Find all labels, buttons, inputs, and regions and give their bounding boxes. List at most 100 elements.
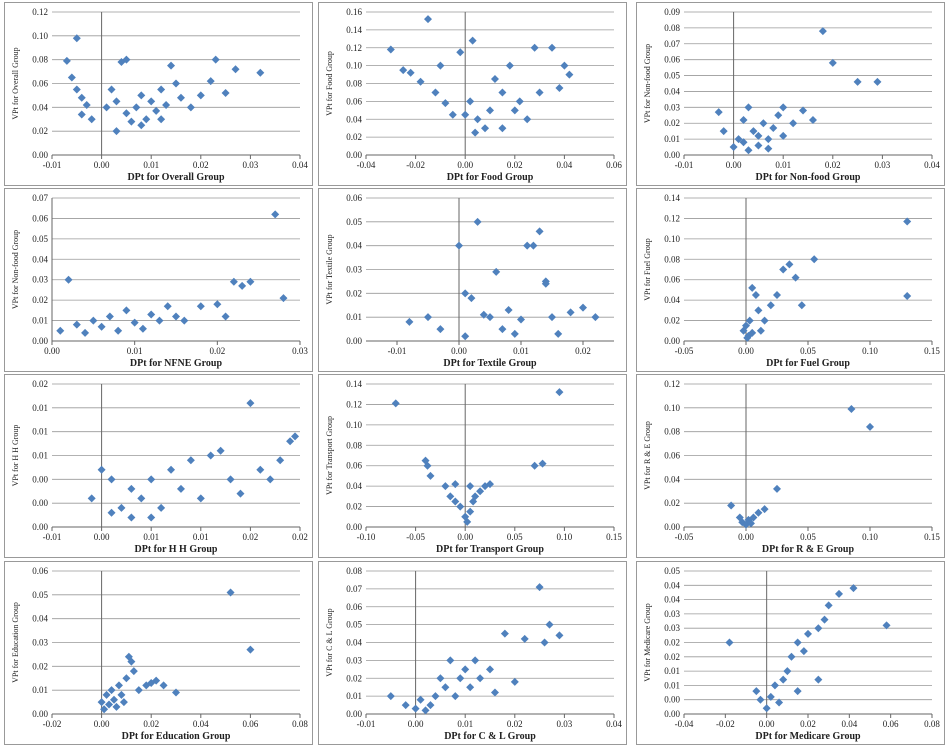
y-tick-label: 0.02 — [664, 316, 680, 326]
panel-frame — [4, 374, 313, 558]
y-tick-label: 0.02 — [664, 118, 680, 128]
chart-panel: 0.000.010.020.030.040.050.06-0.02 0.00 0.0… — [4, 561, 313, 745]
y-tick-label: 0.05 — [346, 620, 362, 630]
y-tick-label: 0.01 — [32, 427, 48, 437]
point — [814, 624, 823, 633]
point — [129, 667, 138, 676]
y-tick-label: 0.00 — [32, 474, 48, 484]
point — [213, 300, 222, 309]
point — [421, 706, 430, 715]
point — [72, 34, 81, 43]
point — [246, 645, 255, 654]
point — [186, 456, 195, 465]
point — [775, 698, 784, 707]
point — [456, 502, 465, 511]
y-axis-label: VPt for Transport Group — [325, 416, 334, 495]
point — [386, 45, 395, 54]
point — [579, 303, 587, 312]
x-tick-label: -0.05 — [406, 532, 425, 542]
point — [119, 698, 128, 707]
point — [882, 621, 891, 630]
y-tick-label: 0.08 — [664, 23, 680, 33]
y-tick-label: 0.03 — [346, 655, 362, 665]
point — [486, 665, 494, 674]
y-tick-label: 0.04 — [346, 638, 362, 648]
y-tick-label: 0.00 — [32, 498, 48, 508]
point — [127, 117, 136, 126]
point — [216, 446, 225, 455]
point — [529, 241, 538, 250]
point — [405, 317, 414, 326]
y-tick-label: 0.07 — [346, 584, 362, 594]
y-tick-label: 0.05 — [664, 566, 680, 576]
point — [903, 292, 912, 301]
point — [122, 109, 131, 118]
point — [760, 316, 769, 325]
y-tick-label: 0.04 — [664, 580, 680, 590]
point — [490, 75, 499, 84]
y-tick-label: 0.01 — [32, 316, 48, 326]
x-axis-label: DPt for Medicare Group — [755, 731, 861, 742]
y-tick-label: 0.06 — [346, 96, 362, 106]
y-tick-label: 0.00 — [346, 522, 362, 532]
y-tick-label: 0.16 — [346, 7, 362, 17]
point — [748, 283, 757, 292]
point — [206, 451, 215, 460]
x-tick-label: 0.15 — [924, 346, 940, 356]
point — [147, 513, 156, 522]
point — [749, 513, 758, 522]
x-tick-label: 0.01 — [513, 346, 529, 356]
point — [147, 310, 156, 319]
x-tick-label: 0.02 — [800, 719, 816, 729]
point — [117, 690, 126, 699]
point — [176, 93, 185, 102]
panel-frame — [636, 374, 945, 558]
point — [734, 135, 743, 144]
y-tick-label: 0.04 — [664, 295, 680, 305]
y-tick-label: 0.02 — [32, 295, 48, 305]
point — [122, 55, 131, 64]
point — [523, 115, 532, 124]
point — [221, 89, 230, 98]
point — [97, 698, 106, 707]
point — [159, 681, 168, 690]
point — [756, 695, 765, 704]
point — [157, 115, 166, 124]
point — [873, 77, 882, 86]
x-tick-label: 0.04 — [606, 719, 622, 729]
point — [221, 312, 230, 321]
point — [211, 55, 220, 64]
point — [814, 675, 823, 684]
point — [127, 657, 136, 666]
point — [246, 399, 255, 408]
y-tick-label: 0.00 — [664, 522, 680, 532]
point — [797, 301, 806, 310]
point — [406, 68, 415, 77]
point — [498, 325, 507, 334]
point — [591, 313, 600, 322]
point — [64, 275, 73, 284]
x-tick-label: 0.04 — [557, 160, 573, 170]
point — [231, 65, 240, 74]
point — [122, 674, 131, 683]
point — [456, 674, 465, 683]
y-tick-label: 0.06 — [664, 55, 680, 65]
point — [196, 91, 205, 100]
point — [481, 124, 490, 133]
x-tick-label: -0.01 — [357, 719, 376, 729]
point — [461, 332, 470, 341]
point — [810, 255, 819, 264]
y-tick-label: 0.02 — [346, 288, 362, 298]
x-axis-label: DPt for R & E Group — [762, 544, 855, 555]
x-tick-label: 0.01 — [775, 160, 791, 170]
x-tick-label: 0.03 — [557, 719, 573, 729]
x-tick-label: -0.01 — [388, 346, 407, 356]
x-tick-label: 0.03 — [875, 160, 891, 170]
point — [147, 97, 156, 106]
point — [473, 115, 482, 124]
x-axis-label: DPt for C & L Group — [444, 731, 536, 742]
y-tick-label: 0.03 — [664, 623, 680, 633]
x-tick-label: 0.01 — [193, 532, 209, 542]
point — [266, 475, 275, 484]
y-tick-label: 0.10 — [664, 403, 680, 413]
